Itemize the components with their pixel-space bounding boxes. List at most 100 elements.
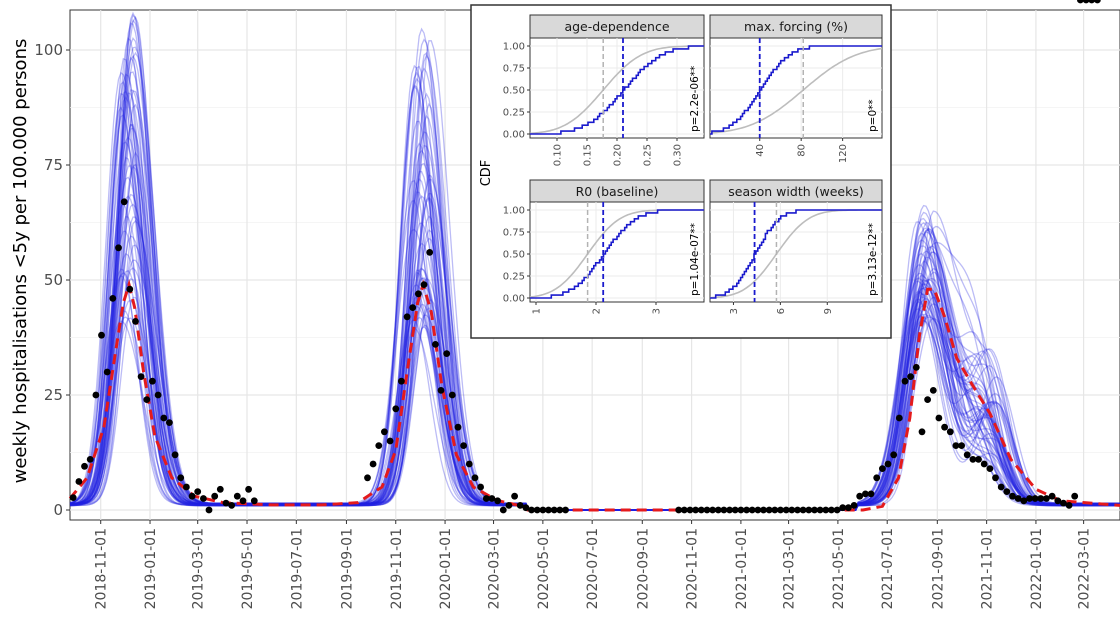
x-tick-label: 2019-01-01 xyxy=(143,528,159,609)
inset-panel-3: R0 (baseline) p=1.04e-07** 0.00 0.25 0.50 0.7… xyxy=(503,179,705,314)
observed-point xyxy=(862,490,869,498)
observed-point xyxy=(805,506,813,514)
observed-point xyxy=(545,506,552,514)
observed-point xyxy=(1043,495,1050,502)
x-tick-label: 2021-09-01 xyxy=(930,528,946,609)
observed-point xyxy=(92,391,100,399)
facet-y-tick-label: 1.00 xyxy=(503,206,525,217)
observed-point xyxy=(748,506,756,514)
observed-point xyxy=(386,437,394,445)
observed-point xyxy=(833,506,841,514)
x-tick-label: 2019-03-01 xyxy=(191,528,207,609)
main-y-axis-label: weekly hospitalisations <5y per 100.000 … xyxy=(10,39,31,484)
observed-point xyxy=(488,495,496,502)
observed-point xyxy=(1031,495,1039,502)
observed-point xyxy=(228,502,236,509)
observed-point xyxy=(952,442,960,449)
facet-y-tick-label: 0.25 xyxy=(503,272,525,283)
facet-y-tick-label: 0.50 xyxy=(503,250,525,261)
x-tick-label: 2020-03-01 xyxy=(487,528,503,609)
observed-point xyxy=(437,387,445,394)
observed-point xyxy=(126,285,134,293)
observed-point xyxy=(375,442,383,449)
observed-point xyxy=(980,460,988,468)
observed-point xyxy=(1054,497,1062,505)
observed-point xyxy=(109,295,117,302)
observed-point xyxy=(154,391,162,399)
observed-point xyxy=(86,456,94,463)
x-tick-label: 2020-01-01 xyxy=(438,528,454,609)
y-tick-label: 0 xyxy=(53,501,63,519)
facet-panel xyxy=(529,201,705,303)
observed-point xyxy=(720,506,728,514)
observed-point xyxy=(1088,0,1096,4)
p-value-label: p=0** xyxy=(867,99,879,132)
facet-x-tick-label: 0.20 xyxy=(613,144,624,166)
observed-point xyxy=(850,502,858,509)
observed-point xyxy=(828,506,835,514)
observed-point xyxy=(432,341,439,348)
inset-panel-4: season width (weeks) p=3.13e-12** 3 6 9 xyxy=(709,179,883,314)
observed-point xyxy=(137,373,145,380)
observed-point xyxy=(709,506,716,514)
observed-point xyxy=(714,506,722,514)
observed-point xyxy=(539,506,547,514)
observed-point xyxy=(958,442,965,449)
observed-points xyxy=(69,0,1101,514)
y-tick-label: 75 xyxy=(44,156,63,174)
observed-point xyxy=(233,492,241,500)
posterior-cdf-line xyxy=(530,209,704,299)
observed-point xyxy=(697,506,705,514)
observed-point xyxy=(1071,492,1079,500)
facet-x-tick-label: 0.30 xyxy=(673,144,684,166)
observed-point xyxy=(494,497,501,505)
observed-point xyxy=(1060,499,1067,507)
observed-point xyxy=(822,506,830,514)
observed-point xyxy=(782,506,790,514)
observed-point xyxy=(879,465,886,472)
observed-point xyxy=(986,465,994,472)
median-line xyxy=(68,279,1120,512)
observed-point xyxy=(969,456,977,463)
observed-point xyxy=(245,485,253,493)
observed-point xyxy=(946,428,954,436)
x-tick-label: 2021-07-01 xyxy=(880,528,896,609)
x-tick-label: 2018-11-01 xyxy=(94,528,110,609)
observed-point xyxy=(69,494,77,501)
observed-point xyxy=(975,456,982,463)
observed-point xyxy=(731,506,739,514)
observed-point xyxy=(81,462,88,470)
facet-y-tick-label: 0.00 xyxy=(503,130,525,141)
observed-point xyxy=(726,506,733,514)
facet-y-tick-label: 0.75 xyxy=(503,64,525,75)
observed-point xyxy=(505,502,513,509)
observed-point xyxy=(845,504,852,512)
inset-panel-2: max. forcing (%) p=0** 40 80 120 xyxy=(709,14,883,163)
observed-point xyxy=(200,495,207,502)
observed-point xyxy=(1014,495,1022,502)
observed-point xyxy=(1003,488,1011,495)
observed-point xyxy=(867,490,875,498)
observed-point xyxy=(743,506,750,514)
observed-point xyxy=(398,377,405,385)
observed-point xyxy=(1037,495,1045,502)
observed-point xyxy=(1048,492,1056,500)
x-tick-label: 2020-11-01 xyxy=(685,528,701,609)
observed-point xyxy=(149,377,156,385)
observed-point xyxy=(1065,502,1073,509)
x-tick-label: 2019-09-01 xyxy=(339,528,355,609)
facet-x-tick-label: 6 xyxy=(776,308,787,314)
observed-point xyxy=(890,451,898,459)
x-tick-label: 2021-03-01 xyxy=(782,528,798,609)
observed-point xyxy=(222,499,230,507)
observed-point xyxy=(177,474,185,482)
observed-point xyxy=(788,506,796,514)
observed-point xyxy=(918,428,926,436)
inset-y-axis-label: CDF xyxy=(479,160,494,187)
x-tick-label: 2020-09-01 xyxy=(635,528,651,609)
observed-point xyxy=(239,497,247,505)
observed-point xyxy=(103,368,111,376)
observed-point xyxy=(392,405,400,413)
facet-x-tick-label: 80 xyxy=(797,144,808,157)
facet-x-tick-label: 1 xyxy=(532,308,543,314)
